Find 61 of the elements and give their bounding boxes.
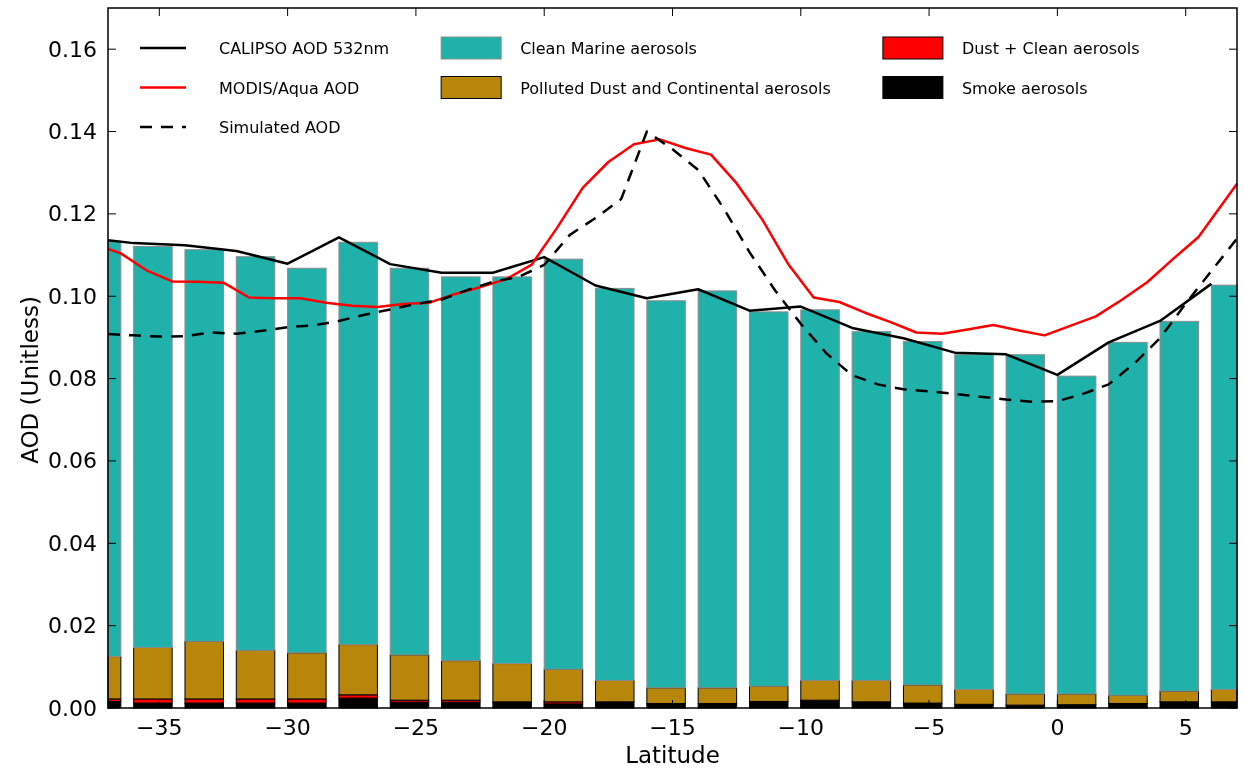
bar <box>235 649 276 700</box>
legend-label: Dust + Clean aerosols <box>961 38 1140 58</box>
y-tick-label: 0.04 <box>48 530 97 556</box>
x-tick-label: −5 <box>912 714 946 740</box>
bar <box>338 241 378 646</box>
bar <box>954 688 994 705</box>
bar <box>184 249 224 642</box>
y-tick-label: 0.12 <box>48 201 97 227</box>
legend-label: Smoke aerosols <box>961 78 1088 97</box>
y-tick-label: 0.14 <box>48 119 97 145</box>
bar <box>492 276 532 665</box>
bar <box>851 679 892 703</box>
legend-label: MODIS/Aqua AOD <box>219 78 360 97</box>
bar <box>1056 375 1097 695</box>
bar <box>697 687 738 704</box>
bar <box>287 267 327 654</box>
bar <box>543 258 584 670</box>
bar <box>235 256 276 651</box>
bar <box>338 644 378 696</box>
bar <box>902 684 943 704</box>
x-axis-title: Latitude <box>625 742 720 768</box>
bar <box>133 245 173 648</box>
line-series <box>106 138 1239 337</box>
legend-label: CALIPSO AOD 532nm <box>219 38 390 58</box>
bar <box>1159 320 1200 692</box>
bar <box>646 300 686 689</box>
x-tick-label: −25 <box>392 714 440 740</box>
bar <box>441 660 481 701</box>
y-tick-label: 0.10 <box>48 283 97 309</box>
x-tick-label: −30 <box>264 714 311 740</box>
bar <box>748 311 789 687</box>
legend-label: Polluted Dust and Continental aerosols <box>520 78 831 97</box>
y-tick-label: 0.00 <box>48 695 97 721</box>
bar <box>1108 341 1148 696</box>
legend-label: Simulated AOD <box>219 117 341 137</box>
bar <box>1005 693 1046 706</box>
x-tick-label: 0 <box>1050 714 1065 740</box>
x-tick-label: −10 <box>777 714 825 740</box>
y-tick-label: 0.06 <box>48 448 97 474</box>
x-tick-label: −15 <box>649 714 696 740</box>
bar <box>851 331 892 681</box>
bar <box>389 267 430 656</box>
bar <box>595 287 635 681</box>
y-tick-label: 0.16 <box>48 36 97 62</box>
y-axis-title: AOD (Unitless) <box>17 296 43 464</box>
y-tick-label: 0.02 <box>48 613 97 639</box>
bar <box>697 290 738 689</box>
y-tick-label: 0.08 <box>48 366 97 392</box>
x-tick-label: 5 <box>1178 714 1193 740</box>
bar <box>902 341 943 686</box>
bar <box>646 687 686 704</box>
x-tick-label: −20 <box>520 714 568 740</box>
bar <box>595 679 635 703</box>
bar <box>1005 354 1046 695</box>
bar <box>492 663 532 703</box>
bar <box>954 354 994 690</box>
bar <box>800 309 840 681</box>
x-tick-label: −35 <box>136 714 183 740</box>
bar <box>441 276 481 662</box>
legend-label: Clean Marine aerosols <box>520 38 697 58</box>
bar <box>184 640 224 700</box>
